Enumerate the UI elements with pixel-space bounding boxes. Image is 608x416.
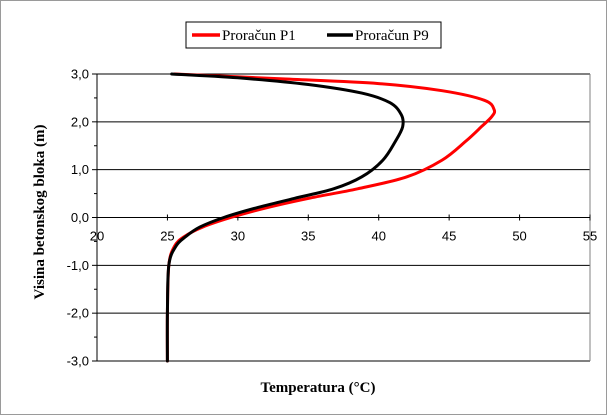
grid-lines [97,73,591,362]
y-tick-label-5: -2,0 [67,306,89,321]
x-tick-label-2: 30 [231,229,245,244]
x-tick-label-7: 55 [583,229,597,244]
series-line-p9 [165,72,405,363]
legend-box [185,21,442,49]
y-tick-label-3: 0,0 [71,210,89,225]
y-axis-title: Visina betonskog bloka (m) [32,125,48,300]
y-tick-label-2: 1,0 [71,162,89,177]
x-tick-label-6: 50 [512,229,526,244]
y-tick-label-4: -1,0 [67,258,89,273]
axes [92,73,591,362]
y-tick-label-6: -3,0 [67,354,89,369]
x-tick-label-5: 45 [442,229,456,244]
y-tick-label-1: 2,0 [71,114,89,129]
x-axis-title: Temperatura (°C) [260,380,375,396]
legend-label-p1: Proračun P1 [222,28,296,44]
x-tick-label-0: 20 [90,229,104,244]
x-tick-label-4: 40 [371,229,385,244]
series-lines [165,72,497,363]
x-tick-label-1: 25 [160,229,174,244]
x-tick-label-3: 35 [301,229,315,244]
legend-label-p9: Proračun P9 [355,28,429,44]
y-tick-label-0: 3,0 [71,67,89,82]
legend: Proračun P1 Proračun P9 [185,21,442,49]
tick-labels: 3,0 2,0 1,0 0,0 -1,0 -2,0 -3,0 20 25 30 35 40 45 50 55 [67,67,598,369]
